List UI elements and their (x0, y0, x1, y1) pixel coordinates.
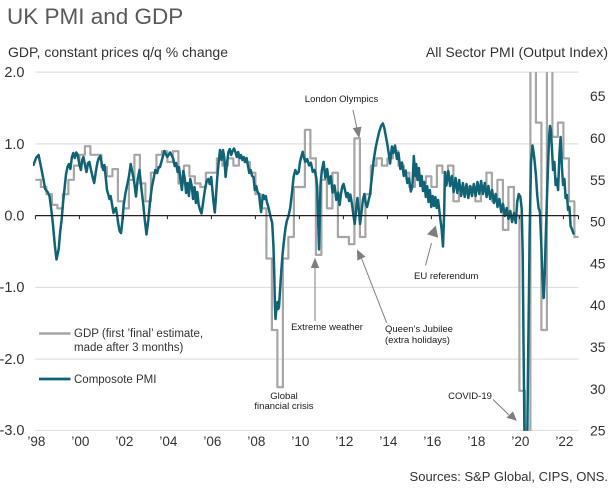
svg-text:45: 45 (590, 255, 606, 271)
svg-text:UK PMI and GDP: UK PMI and GDP (7, 4, 183, 29)
svg-text:London Olympics: London Olympics (305, 94, 379, 105)
svg-text:35: 35 (590, 339, 606, 355)
svg-text:’02: ’02 (115, 434, 133, 449)
svg-text:60: 60 (590, 130, 606, 146)
svg-text:financial crisis: financial crisis (254, 401, 313, 412)
svg-text:made after 3 months): made after 3 months) (74, 342, 183, 354)
svg-text:GDP, constant prices q/q % cha: GDP, constant prices q/q % change (8, 44, 228, 60)
svg-text:40: 40 (590, 297, 606, 313)
svg-text:25: 25 (590, 423, 606, 439)
svg-text:’04: ’04 (159, 434, 178, 449)
svg-text:0.0: 0.0 (4, 209, 24, 225)
svg-text:65: 65 (590, 88, 606, 104)
svg-text:All Sector PMI (Output Index): All Sector PMI (Output Index) (426, 44, 608, 60)
svg-text:55: 55 (590, 172, 606, 188)
svg-text:’14: ’14 (379, 434, 398, 449)
svg-text:’12: ’12 (335, 434, 353, 449)
svg-text:GDP (first ’final’ estimate,: GDP (first ’final’ estimate, (74, 328, 203, 340)
svg-text:Queen’s Jubilee: Queen’s Jubilee (385, 324, 453, 335)
svg-text:’06: ’06 (203, 434, 221, 449)
svg-text:’98: ’98 (27, 434, 45, 449)
svg-text:COVID-19: COVID-19 (448, 391, 492, 402)
svg-text:1.0: 1.0 (4, 137, 24, 153)
svg-text:-2.0: -2.0 (0, 352, 25, 368)
svg-text:EU referendum: EU referendum (414, 271, 479, 282)
svg-text:2.0: 2.0 (4, 65, 24, 81)
svg-text:’22: ’22 (555, 434, 573, 449)
svg-text:’20: ’20 (511, 434, 529, 449)
svg-text:Global: Global (270, 391, 297, 402)
svg-text:’08: ’08 (247, 434, 265, 449)
svg-text:30: 30 (590, 381, 606, 397)
svg-text:’18: ’18 (467, 434, 485, 449)
svg-text:50: 50 (590, 214, 606, 230)
svg-text:-1.0: -1.0 (0, 280, 25, 296)
svg-text:Extreme weather: Extreme weather (291, 322, 363, 333)
svg-text:’16: ’16 (423, 434, 441, 449)
svg-text:’00: ’00 (71, 434, 89, 449)
svg-text:’10: ’10 (291, 434, 309, 449)
svg-text:Composote PMI: Composote PMI (74, 374, 156, 386)
svg-text:-3.0: -3.0 (0, 423, 25, 439)
svg-text:Sources: S&P Global, CIPS, ONS: Sources: S&P Global, CIPS, ONS. (410, 469, 608, 484)
svg-text:(extra holidays): (extra holidays) (385, 335, 450, 346)
